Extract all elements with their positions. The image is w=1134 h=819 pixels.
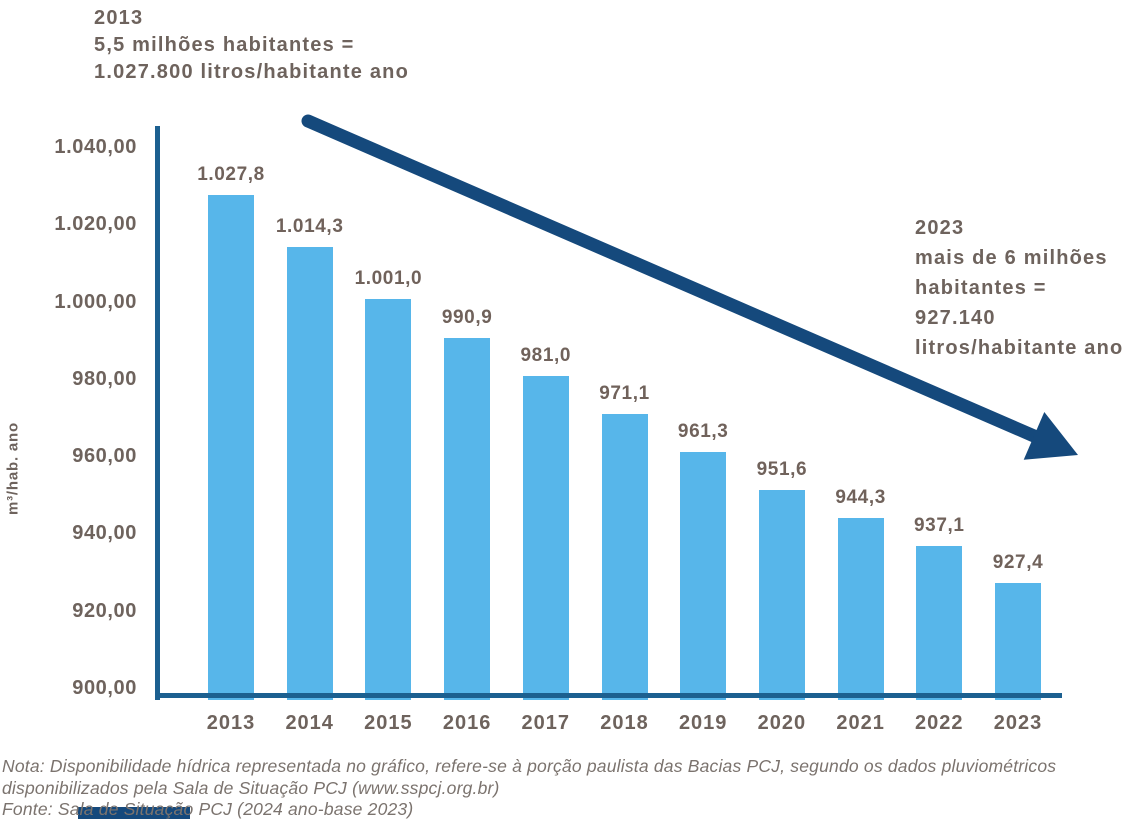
bar-value-label: 937,1 <box>914 514 965 536</box>
y-tick-label: 1.000,00 <box>54 290 137 313</box>
bar-2014 <box>286 247 333 700</box>
x-tick-label: 2023 <box>993 712 1043 734</box>
x-tick-label: 2014 <box>285 712 334 734</box>
x-tick-label: 2015 <box>364 712 413 734</box>
bar-value-label: 971,1 <box>599 383 650 405</box>
bar-2016 <box>444 337 491 700</box>
x-tick-label: 2019 <box>678 712 728 734</box>
bar-value-label: 981,0 <box>520 344 572 366</box>
annotation-2013-population: 5,5 milhões habitantes = <box>94 34 355 56</box>
bar-value-label: 990,9 <box>441 306 493 328</box>
annotation-2023-value: 927.140 <box>915 307 996 329</box>
x-tick-label: 2022 <box>915 712 964 734</box>
annotation-2013-value: 1.027.800 litros/habitante ano <box>94 61 409 83</box>
annotation-2013: 2013 5,5 milhões habitantes = 1.027.800 … <box>94 5 409 86</box>
annotation-2023-population: mais de 6 milhões <box>915 247 1108 269</box>
annotation-2023-equals: habitantes = <box>915 277 1047 299</box>
bar-value-label: 927,4 <box>992 552 1044 574</box>
bar-2021 <box>837 517 884 700</box>
footer-note-line1: Nota: Disponibilidade hídrica representa… <box>2 756 1057 776</box>
bar-value-label: 944,3 <box>835 486 886 508</box>
y-tick-label: 1.040,00 <box>54 136 137 158</box>
bar-2015 <box>365 298 412 700</box>
bar-value-label: 951,6 <box>756 458 808 480</box>
x-tick-label: 2021 <box>836 712 885 734</box>
bar-2019 <box>680 452 727 700</box>
x-tick-label: 2013 <box>206 712 256 734</box>
y-tick-label: 1.020,00 <box>54 213 137 236</box>
annotation-2023: 2023 mais de 6 milhões habitantes = 927.… <box>915 213 1123 363</box>
annotation-2023-unit: litros/habitante ano <box>915 337 1124 359</box>
annotation-2023-year: 2023 <box>915 217 965 239</box>
footer-fonte: Fonte: Sala de Situação PCJ (2024 ano-ba… <box>2 799 414 819</box>
bar-2022 <box>916 545 963 700</box>
x-tick-label: 2020 <box>757 712 807 734</box>
bar-value-label: 1.001,0 <box>354 267 423 289</box>
x-tick-label: 2017 <box>521 712 571 734</box>
y-tick-label: 900,00 <box>72 677 137 699</box>
bar-value-label: 1.027,8 <box>197 164 265 186</box>
y-axis-title: m³/hab. ano <box>4 422 22 515</box>
bar-2023 <box>995 583 1041 700</box>
bar-2013 <box>208 195 254 700</box>
y-tick-label: 980,00 <box>72 367 137 390</box>
bar-2020 <box>758 489 805 700</box>
x-tick-label: 2016 <box>442 712 492 734</box>
x-tick-label: 2018 <box>600 712 649 734</box>
annotation-2013-year: 2013 <box>94 7 144 29</box>
y-tick-label: 960,00 <box>72 445 137 468</box>
y-tick-label: 940,00 <box>72 522 137 545</box>
bar-2018 <box>601 414 648 700</box>
footer-notes: Nota: Disponibilidade hídrica representa… <box>2 756 1134 819</box>
footer-note-line2: disponibilizados pela Sala de Situação P… <box>2 777 500 798</box>
bar-value-label: 1.014,3 <box>275 216 344 238</box>
y-axis-line <box>155 126 160 700</box>
bar-value-label: 961,3 <box>677 421 729 443</box>
x-axis-line <box>155 693 1062 698</box>
footer-band <box>78 807 190 819</box>
y-tick-label: 920,00 <box>72 599 137 622</box>
bar-2017 <box>522 375 569 700</box>
